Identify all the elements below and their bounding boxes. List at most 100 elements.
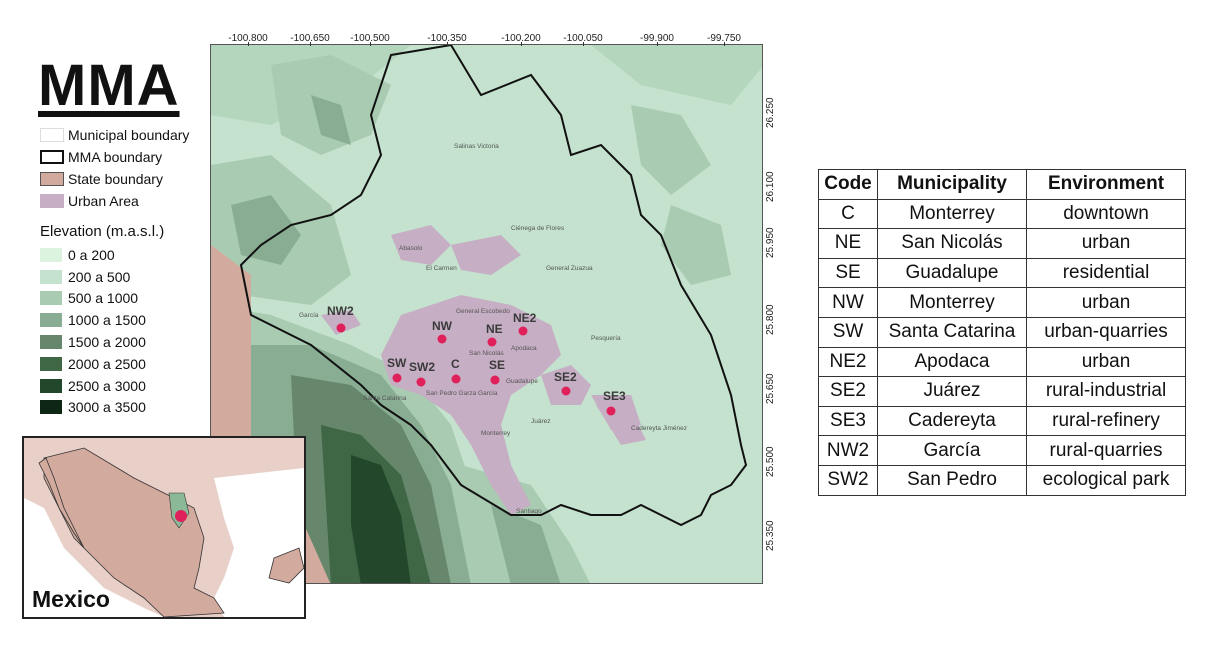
site-marker-ne[interactable] (487, 337, 497, 347)
cell-municipality: San Pedro (877, 464, 1027, 496)
longitude-tick (657, 42, 658, 46)
urban-area (381, 295, 561, 515)
site-label: NE2 (513, 311, 537, 325)
legend-swatch (40, 172, 64, 186)
place-name: General Zuazua (546, 265, 593, 272)
table-row: SE2 Juárez rural-industrial (818, 376, 1186, 407)
site-label: SE3 (603, 389, 626, 403)
elevation-swatch (40, 291, 62, 306)
longitude-tick (248, 42, 249, 46)
cell-municipality: Monterrey (877, 287, 1027, 318)
longitude-tick-label: -99.750 (707, 33, 741, 44)
urban-area (541, 365, 591, 405)
legend-label: State boundary (68, 171, 163, 187)
cell-municipality: Monterrey (877, 198, 1027, 230)
urban-area (596, 405, 646, 445)
cell-code: SE2 (818, 376, 878, 407)
elevation-label: 0 a 200 (68, 246, 115, 263)
cell-environment: rural-industrial (1026, 376, 1186, 407)
latitude-tick-label: 25.950 (765, 227, 776, 258)
site-marker-nw2[interactable] (336, 323, 346, 333)
place-name: Monterrey (481, 430, 511, 437)
elevation-swatch (40, 247, 62, 262)
legend-item-state-boundary: State boundary (40, 168, 210, 190)
site-marker-ne2[interactable] (518, 326, 528, 336)
latitude-tick-label: 25.800 (765, 304, 776, 335)
site-marker-sw2[interactable] (416, 377, 426, 387)
elevation-swatch (40, 335, 62, 350)
latitude-tick-label: 26.100 (765, 171, 776, 202)
latitude-tick-label: 26.250 (765, 97, 776, 128)
place-name: Santa Catarina (363, 395, 407, 402)
cell-environment: rural-quarries (1026, 435, 1186, 466)
cell-municipality: Cadereyta (877, 405, 1027, 437)
legend-swatch (40, 150, 64, 164)
legend-item-urban-area: Urban Area (40, 190, 210, 212)
urban-area (391, 225, 451, 265)
site-marker-sw[interactable] (392, 373, 402, 383)
elevation-zone (311, 95, 351, 145)
elevation-class: 200 a 500 (40, 266, 210, 288)
elevation-label: 2000 a 2500 (68, 355, 146, 372)
table-row: SE3 Cadereyta rural-refinery (818, 405, 1186, 437)
legend-swatch (40, 128, 64, 142)
place-name: García (299, 312, 319, 319)
longitude-tick-label: -100.200 (501, 33, 541, 44)
cell-code: NW2 (818, 435, 878, 466)
elevation-swatch (40, 313, 62, 328)
site-label: SW2 (409, 360, 435, 374)
inset-label: Mexico (32, 586, 110, 612)
site-marker-c[interactable] (451, 374, 461, 384)
site-label: SE (489, 358, 505, 372)
legend-label: Municipal boundary (68, 127, 190, 143)
place-name: El Carmen (426, 265, 457, 272)
elevation-swatch (40, 400, 62, 415)
site-label: NW (432, 319, 453, 333)
column-header-code: Code (818, 169, 878, 200)
place-name: General Escobedo (456, 308, 510, 315)
longitude-tick (370, 42, 371, 46)
site-marker-nw[interactable] (437, 334, 447, 344)
site-marker-se[interactable] (490, 375, 500, 385)
elevation-class: 1000 a 1500 (40, 309, 210, 331)
elevation-class: 2500 a 3000 (40, 375, 210, 397)
cell-municipality: Apodaca (877, 346, 1027, 378)
elevation-class: 0 a 200 (40, 244, 210, 266)
elevation-label: 200 a 500 (68, 268, 131, 285)
cell-environment: residential (1026, 257, 1186, 289)
site-marker-se2[interactable] (561, 386, 571, 396)
column-header-municipality: Municipality (877, 169, 1027, 200)
mma-boundary (239, 45, 748, 527)
place-name: Salinas Victoria (454, 143, 499, 150)
longitude-tick (447, 42, 448, 46)
latitude-tick-label: 25.650 (765, 373, 776, 404)
cell-code: NW (818, 287, 878, 318)
urban-area (321, 310, 361, 335)
cell-municipality: Juárez (877, 376, 1027, 407)
elevation-classes: 0 a 200 200 a 500 500 a 1000 1000 a 1500 150… (40, 244, 210, 418)
column-header-environment: Environment (1026, 169, 1186, 200)
elevation-label: 1500 a 2000 (68, 334, 146, 351)
cell-code: SW (818, 316, 878, 348)
baja-california (38, 457, 85, 549)
place-name: Abasolo (399, 245, 423, 252)
elevation-class: 3000 a 3500 (40, 397, 210, 419)
elevation-swatch (40, 269, 62, 284)
longitude-tick-label: -99.900 (640, 33, 674, 44)
elevation-label: 3000 a 3500 (68, 399, 146, 416)
place-name: Apodaca (511, 345, 537, 352)
mexico-inset-map[interactable]: Mexico (22, 436, 306, 619)
elevation-label: 500 a 1000 (68, 290, 139, 307)
place-names: Salinas Victoria Ciénega de Flores Gener… (299, 143, 687, 515)
cell-environment: downtown (1026, 198, 1186, 230)
elevation-label: 1000 a 1500 (68, 312, 146, 329)
place-name: Cadereyta Jiménez (631, 425, 687, 432)
elevation-zone (351, 455, 411, 583)
cell-code: C (818, 198, 878, 230)
site-label: C (451, 357, 460, 371)
mexico-outline (24, 438, 304, 617)
latitude-tick-label: 25.350 (765, 520, 776, 551)
elevation-class: 500 a 1000 (40, 288, 210, 310)
legend-label: Urban Area (68, 193, 139, 209)
site-marker-se3[interactable] (606, 406, 616, 416)
